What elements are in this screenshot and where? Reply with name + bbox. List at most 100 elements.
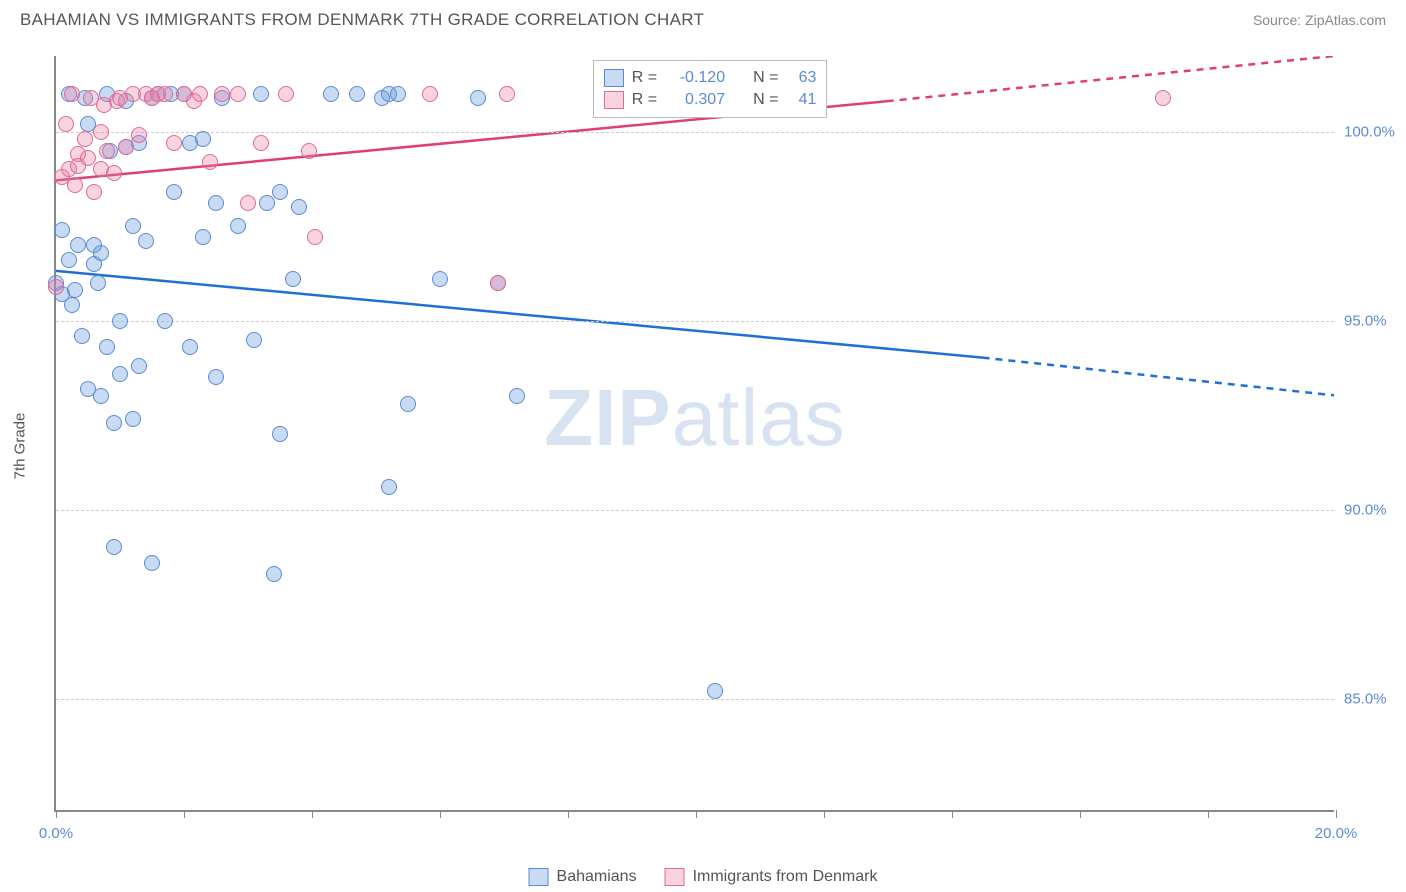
data-point [93,124,109,140]
data-point [259,195,275,211]
data-point [90,275,106,291]
data-point [106,415,122,431]
data-point [192,86,208,102]
data-point [99,143,115,159]
data-point [166,184,182,200]
data-point [422,86,438,102]
x-tick [696,810,697,818]
data-point [400,396,416,412]
x-tick [56,810,57,818]
data-point [285,271,301,287]
stats-legend: R = -0.120 N = 63 R = 0.307 N = 41 [593,60,828,118]
data-point [54,222,70,238]
data-point [307,229,323,245]
scatter-chart: ZIPatlas 85.0%90.0%95.0%100.0%0.0%20.0%R… [54,56,1334,812]
series-legend: Bahamians Immigrants from Denmark [529,868,878,886]
watermark: ZIPatlas [544,372,845,464]
stats-legend-row: R = 0.307 N = 41 [604,89,817,111]
x-tick-label: 20.0% [1315,825,1358,842]
stats-legend-row: R = -0.120 N = 63 [604,67,817,89]
data-point [48,279,64,295]
legend-swatch [604,91,624,109]
data-point [182,339,198,355]
data-point [99,339,115,355]
data-point [93,388,109,404]
data-point [266,566,282,582]
legend-item: Bahamians [529,868,637,886]
data-point [490,275,506,291]
legend-swatch [665,868,685,886]
data-point [253,86,269,102]
data-point [112,313,128,329]
data-point [157,86,173,102]
legend-item: Immigrants from Denmark [665,868,878,886]
stat-r-value: 0.307 [665,91,725,109]
data-point [166,135,182,151]
legend-swatch [604,69,624,87]
data-point [1155,90,1171,106]
data-point [77,131,93,147]
x-tick [184,810,185,818]
legend-label: Immigrants from Denmark [693,868,878,886]
data-point [70,237,86,253]
data-point [106,165,122,181]
data-point [291,199,307,215]
gridline [56,321,1334,322]
data-point [138,233,154,249]
data-point [67,282,83,298]
data-point [208,195,224,211]
trend-lines [56,56,1334,810]
data-point [390,86,406,102]
stat-n-label: N = [753,91,778,109]
data-point [144,555,160,571]
data-point [86,184,102,200]
data-point [707,683,723,699]
y-axis-label: 7th Grade [12,413,29,480]
stat-n-value: 63 [786,69,816,87]
gridline [56,510,1334,511]
data-point [74,328,90,344]
data-point [246,332,262,348]
data-point [323,86,339,102]
data-point [61,252,77,268]
legend-label: Bahamians [557,868,637,886]
x-tick [312,810,313,818]
stat-r-label: R = [632,91,657,109]
data-point [64,86,80,102]
data-point [125,218,141,234]
data-point [470,90,486,106]
data-point [195,229,211,245]
legend-swatch [529,868,549,886]
stat-n-value: 41 [786,91,816,109]
x-tick [568,810,569,818]
y-tick-label: 90.0% [1344,501,1404,518]
data-point [253,135,269,151]
x-tick [1336,810,1337,818]
data-point [230,218,246,234]
y-tick-label: 95.0% [1344,312,1404,329]
data-point [301,143,317,159]
watermark-bold: ZIP [544,373,671,462]
data-point [93,245,109,261]
data-point [381,479,397,495]
data-point [214,86,230,102]
data-point [112,366,128,382]
x-tick-label: 0.0% [39,825,73,842]
data-point [118,139,134,155]
stat-r-value: -0.120 [665,69,725,87]
data-point [64,297,80,313]
x-tick [824,810,825,818]
watermark-light: atlas [672,373,846,462]
data-point [125,411,141,427]
data-point [195,131,211,147]
data-point [272,184,288,200]
data-point [240,195,256,211]
data-point [58,116,74,132]
data-point [208,369,224,385]
data-point [67,177,83,193]
stat-r-label: R = [632,69,657,87]
gridline [56,132,1334,133]
data-point [349,86,365,102]
stat-n-label: N = [753,69,778,87]
data-point [230,86,246,102]
